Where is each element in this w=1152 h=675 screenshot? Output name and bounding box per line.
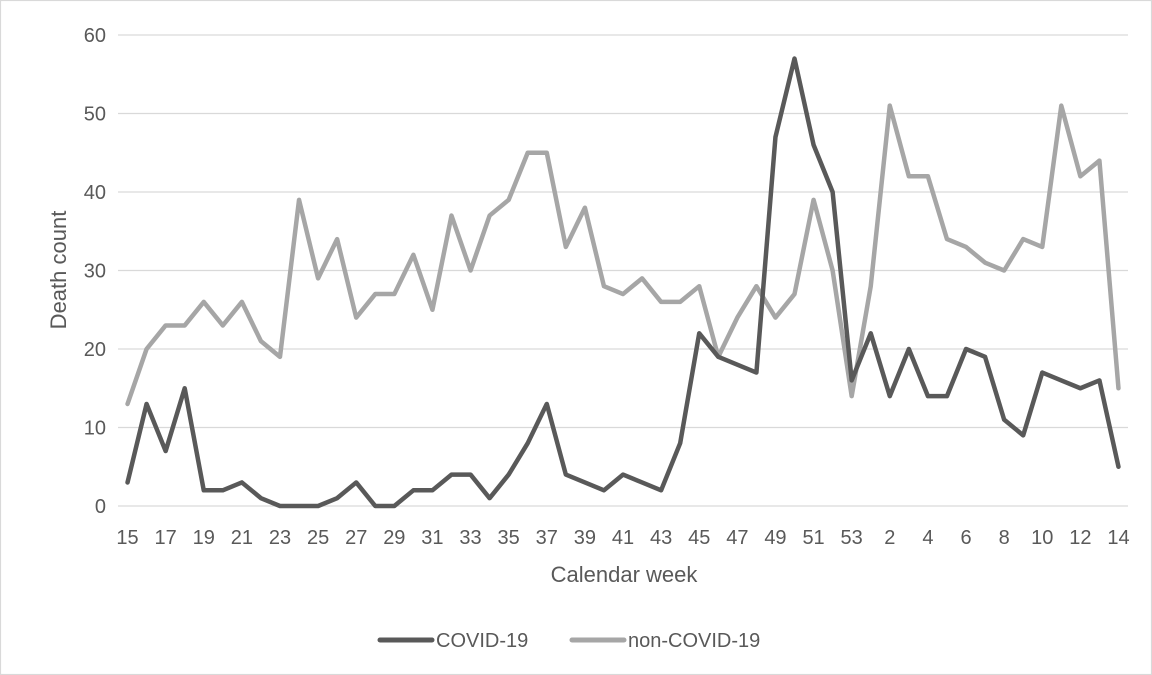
legend-label-non-covid-19: non-COVID-19 [628,630,760,652]
x-tick-label: 47 [726,527,748,549]
x-tick-label: 49 [764,527,786,549]
x-tick-label: 23 [269,527,291,549]
x-axis-ticks: 15 17 19 21 23 25 27 29 31 33 35 37 39 41 43 45 47 49 51 53… [116,527,1129,549]
y-tick-label: 10 [84,418,106,440]
y-axis-ticks: 0 10 20 30 40 50 60 [84,25,106,518]
y-tick-label: 60 [84,25,106,47]
x-tick-label: 27 [345,527,367,549]
series-line-covid-19 [125,56,1121,509]
x-tick-label: 31 [421,527,443,549]
gridlines [118,34,1128,507]
x-tick-label: 41 [612,527,634,549]
y-tick-label: 20 [84,339,106,361]
legend-label-covid-19: COVID-19 [436,630,528,652]
x-tick-label: 6 [960,527,971,549]
x-tick-label: 14 [1107,527,1129,549]
x-tick-label: 8 [999,527,1010,549]
x-tick-label: 51 [802,527,824,549]
y-axis-title: Death count [46,211,71,330]
x-tick-label: 45 [688,527,710,549]
series-lines [125,56,1121,509]
x-tick-label: 39 [574,527,596,549]
y-tick-label: 0 [95,496,106,518]
x-axis-title: Calendar week [551,562,699,587]
x-tick-label: 17 [155,527,177,549]
x-tick-label: 19 [193,527,215,549]
x-tick-label: 35 [498,527,520,549]
x-tick-label: 25 [307,527,329,549]
y-tick-label: 50 [84,104,106,126]
x-tick-label: 53 [841,527,863,549]
x-tick-label: 37 [536,527,558,549]
x-tick-label: 10 [1031,527,1053,549]
y-tick-label: 40 [84,182,106,204]
x-tick-label: 15 [116,527,138,549]
x-tick-label: 43 [650,527,672,549]
x-tick-label: 33 [459,527,481,549]
x-tick-label: 4 [922,527,933,549]
x-tick-label: 29 [383,527,405,549]
x-tick-label: 21 [231,527,253,549]
series-line-non-covid-19 [125,103,1121,407]
x-tick-label: 2 [884,527,895,549]
x-tick-label: 12 [1069,527,1091,549]
y-tick-label: 30 [84,261,106,283]
legend: COVID-19 non-COVID-19 [377,630,760,652]
